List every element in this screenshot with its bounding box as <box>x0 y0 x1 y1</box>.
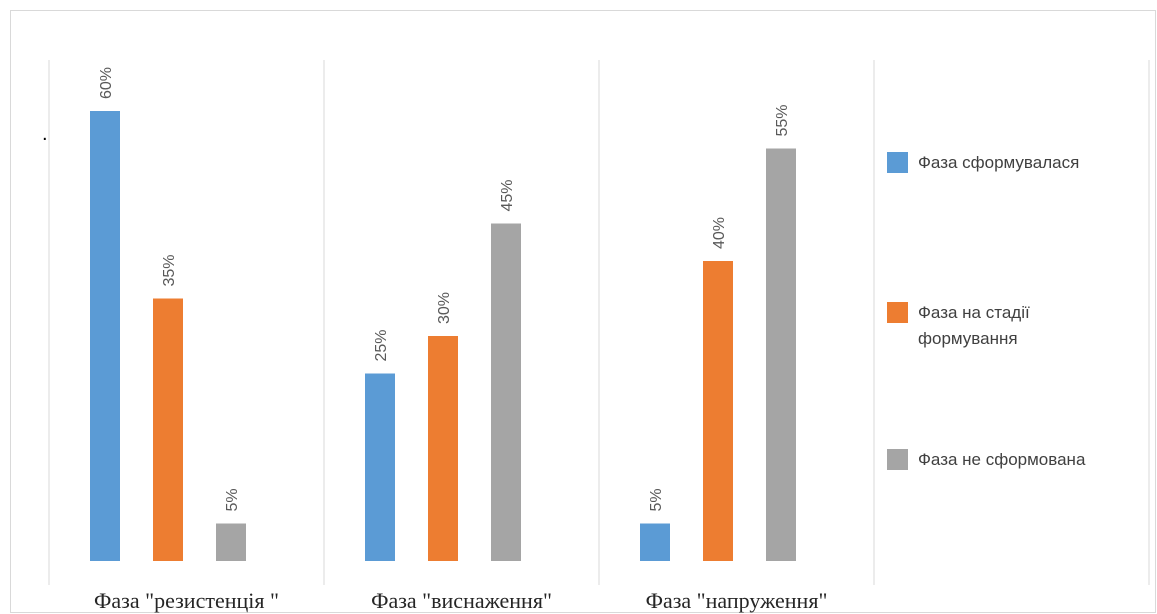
bar <box>90 111 120 561</box>
legend-swatch <box>887 302 908 323</box>
category-label: Фаза "резистенція " <box>94 588 279 613</box>
legend-swatch <box>887 449 908 470</box>
data-label: 45% <box>499 179 516 211</box>
chart-frame <box>10 10 1156 613</box>
data-label: 5% <box>648 488 665 511</box>
data-label: 35% <box>161 254 178 286</box>
bar <box>640 523 670 561</box>
data-label: 30% <box>436 292 453 324</box>
legend-item-forming: Фаза на стадії формування <box>887 300 1128 352</box>
data-label: 40% <box>711 217 728 249</box>
bar <box>216 523 246 561</box>
data-label: 5% <box>224 488 241 511</box>
legend-label: Фаза не сформована <box>918 450 1086 469</box>
data-label: 25% <box>373 329 390 361</box>
bar <box>153 298 183 561</box>
bar <box>491 223 521 561</box>
stray-dot: . <box>42 123 48 145</box>
bar <box>703 261 733 561</box>
legend-label: Фаза сформувалася <box>918 153 1080 172</box>
legend-swatch <box>887 152 908 173</box>
legend-item-not-formed: Фаза не сформована <box>887 447 1128 473</box>
category-label: Фаза "напруження" <box>646 588 828 613</box>
bar <box>766 148 796 561</box>
data-label: 55% <box>774 104 791 136</box>
legend-label: Фаза на стадії формування <box>918 303 1030 348</box>
bar <box>428 336 458 561</box>
bar <box>365 373 395 561</box>
legend-item-formed: Фаза сформувалася <box>887 150 1128 176</box>
category-label: Фаза "виснаження" <box>371 588 552 613</box>
data-label: 60% <box>98 67 115 99</box>
